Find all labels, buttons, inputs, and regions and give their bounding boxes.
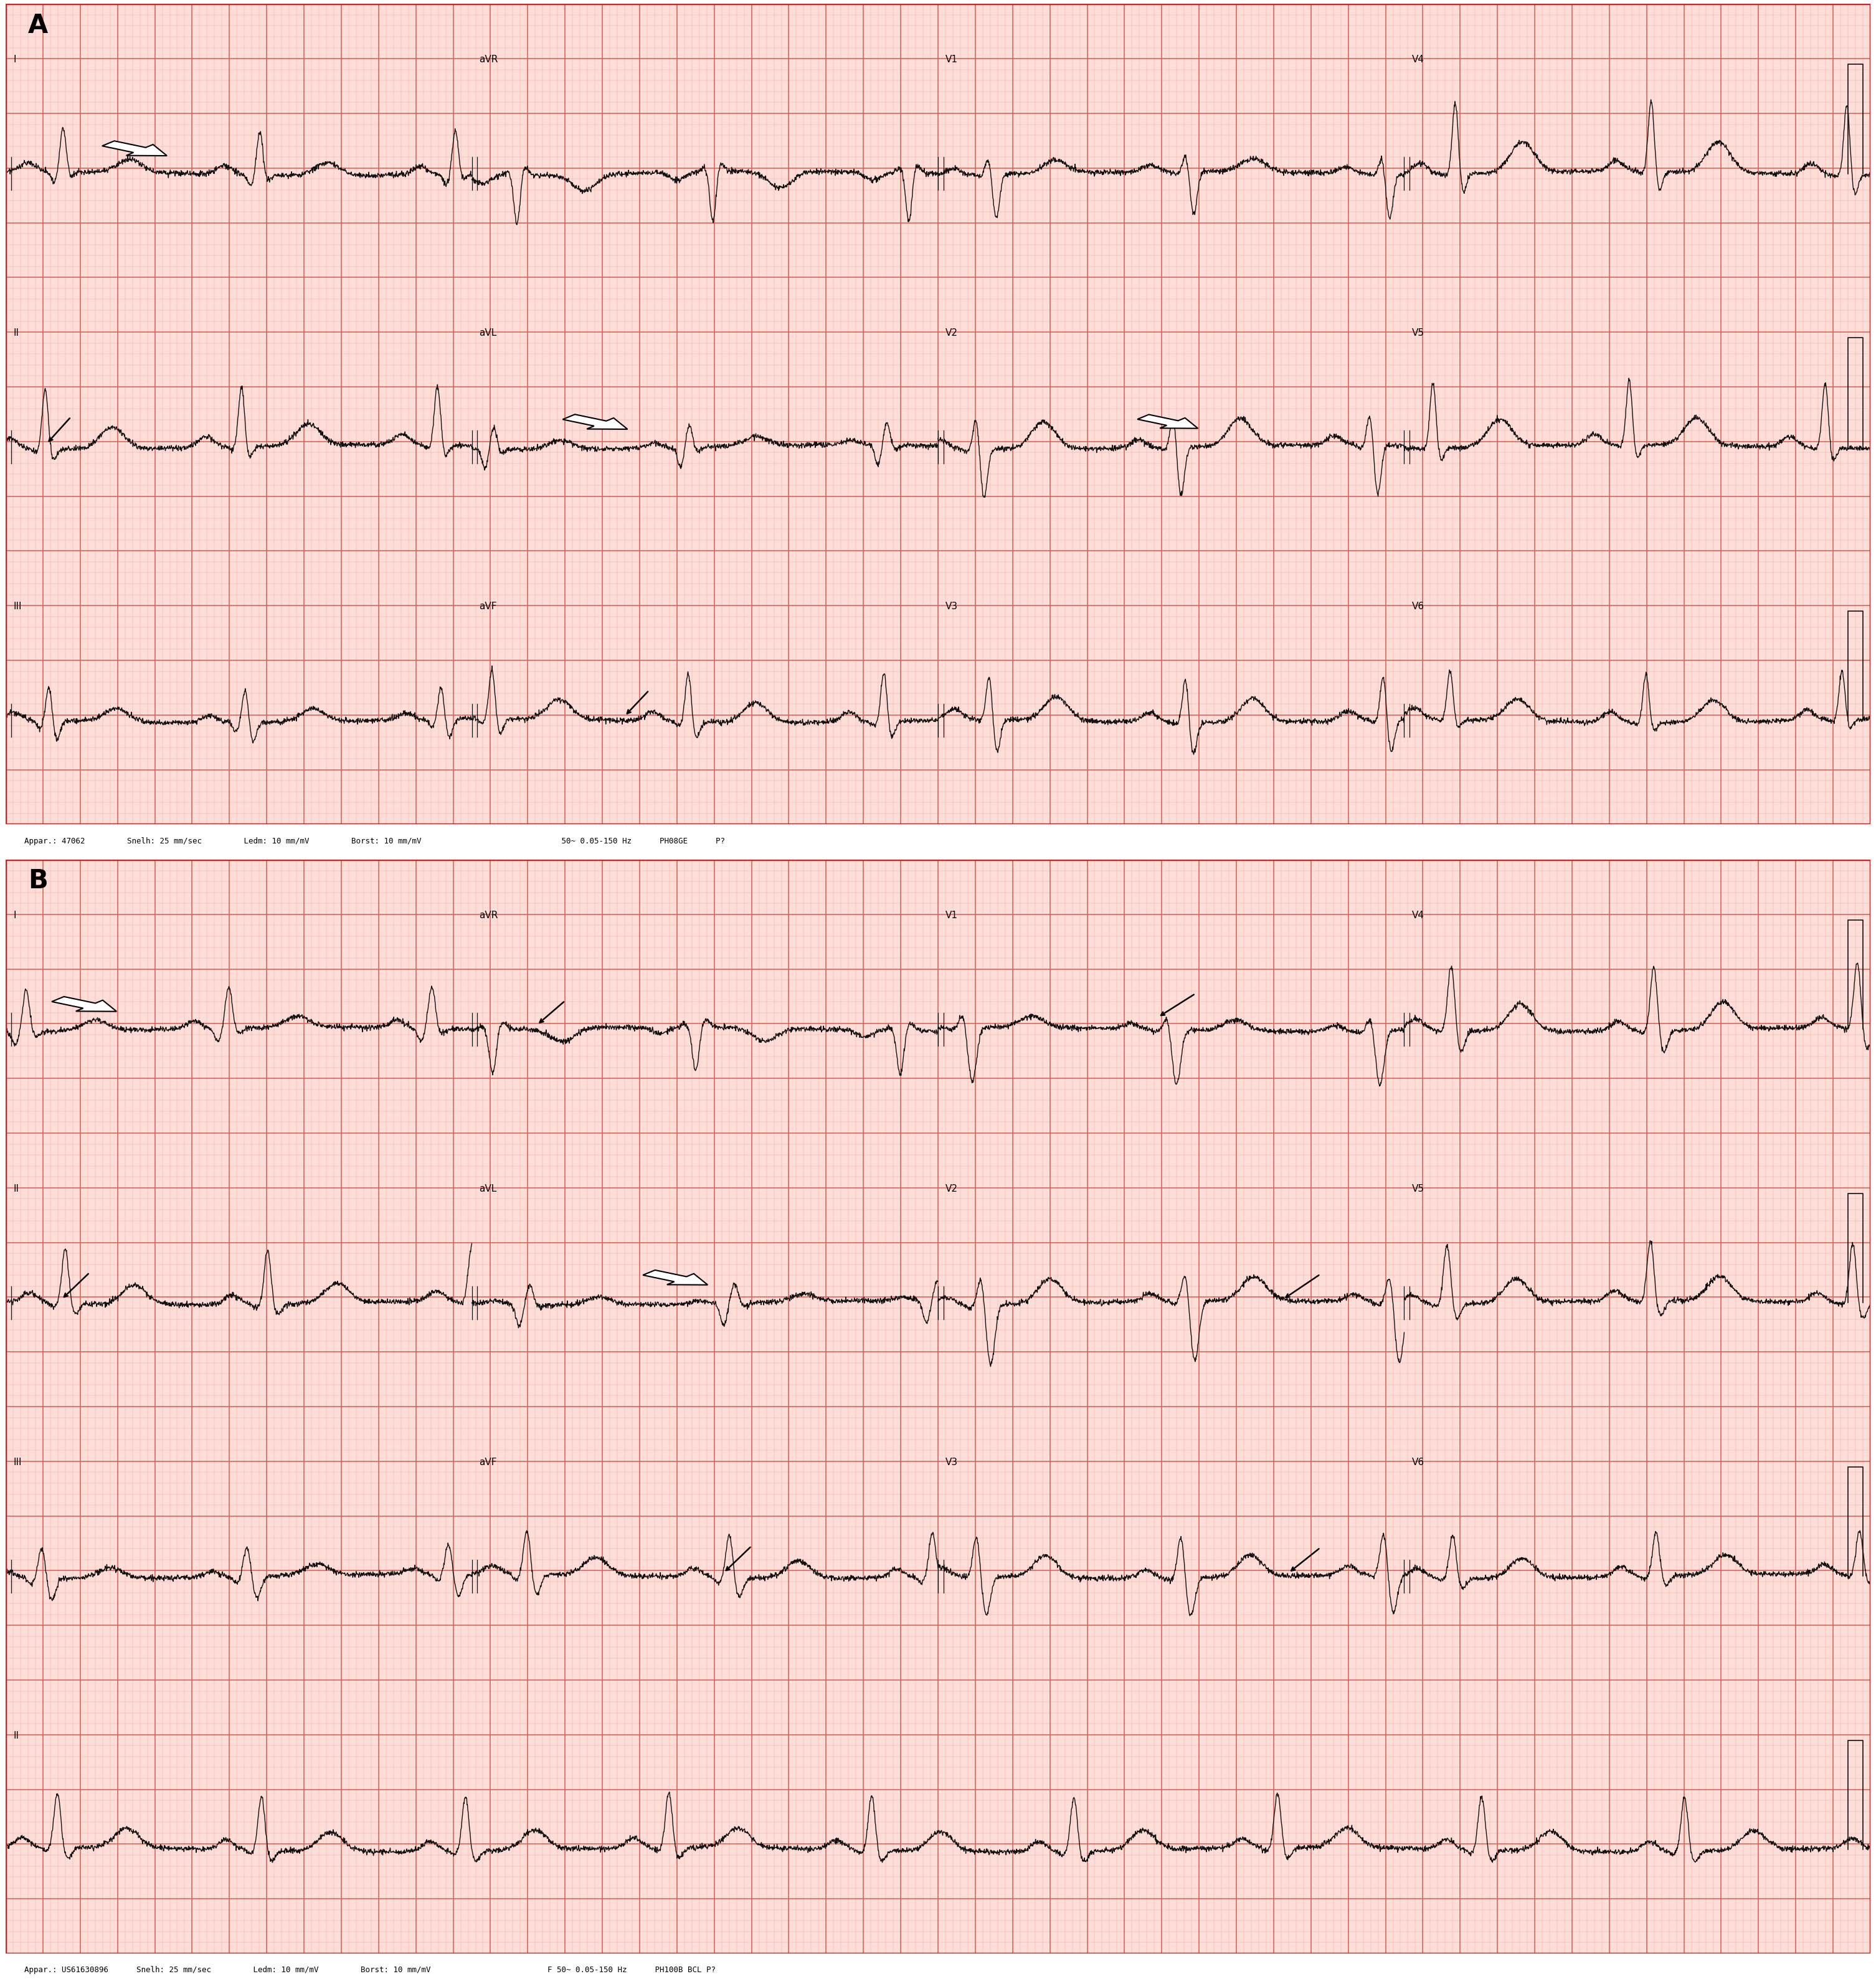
Text: V5: V5 [1411,1184,1424,1192]
FancyArrow shape [563,415,627,429]
Text: V2: V2 [946,1184,959,1192]
Text: V3: V3 [946,1458,959,1466]
Text: V1: V1 [946,56,959,63]
Text: II: II [13,1184,19,1192]
Text: V2: V2 [946,327,959,337]
Text: I: I [13,56,15,63]
Text: V4: V4 [1411,911,1424,921]
Text: I: I [13,911,15,921]
Text: V3: V3 [946,601,959,611]
Text: V5: V5 [1411,327,1424,337]
Text: Appar.: US61630896      Snelh: 25 mm/sec         Ledm: 10 mm/mV         Borst: 1: Appar.: US61630896 Snelh: 25 mm/sec Ledm… [24,1966,715,1974]
Text: aVR: aVR [478,56,499,63]
Text: aVF: aVF [478,601,497,611]
Text: V6: V6 [1411,601,1424,611]
Text: V1: V1 [946,911,959,921]
FancyArrow shape [1137,415,1199,429]
Text: B: B [28,867,47,895]
Text: III: III [13,1458,21,1466]
Text: aVR: aVR [478,911,499,921]
Text: II: II [13,327,19,337]
Text: A: A [28,12,49,38]
Text: V6: V6 [1411,1458,1424,1466]
FancyArrow shape [53,996,116,1012]
Text: aVF: aVF [478,1458,497,1466]
Text: Appar.: 47062         Snelh: 25 mm/sec         Ledm: 10 mm/mV         Borst: 10 : Appar.: 47062 Snelh: 25 mm/sec Ledm: 10 … [24,837,724,845]
Text: aVL: aVL [478,327,497,337]
FancyArrow shape [643,1270,707,1286]
Text: aVL: aVL [478,1184,497,1192]
Text: III: III [13,601,21,611]
Text: V4: V4 [1411,56,1424,63]
FancyArrow shape [101,141,167,155]
Text: II: II [13,1730,19,1740]
